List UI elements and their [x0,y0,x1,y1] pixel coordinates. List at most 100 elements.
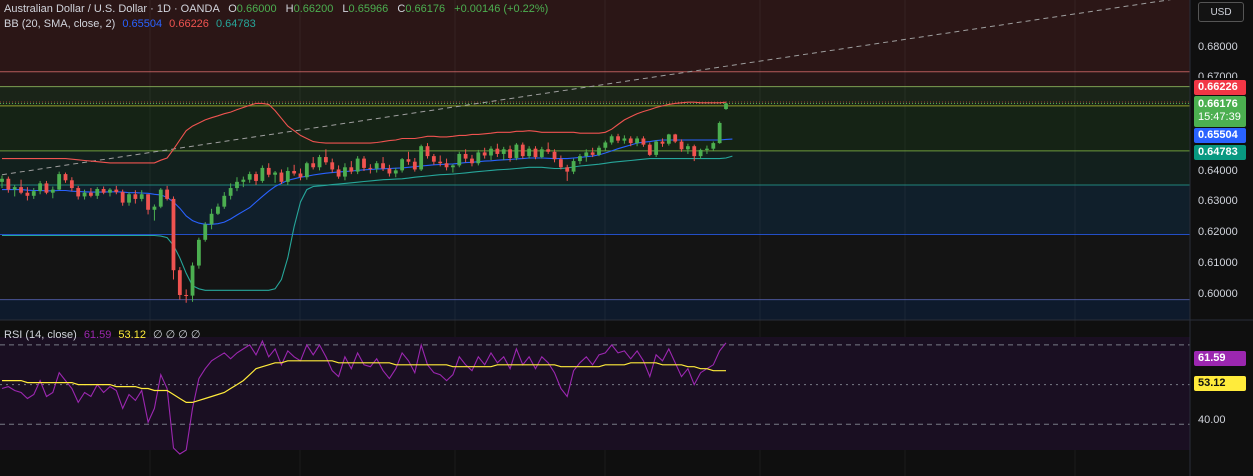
candle-body [31,191,36,196]
ohlc-legend: Australian Dollar / U.S. Dollar · 1D · O… [4,2,548,16]
candle-body [501,149,506,154]
candle-body [685,146,690,150]
candle-body [431,156,436,162]
level-band [0,0,1190,72]
price-tick: 0.67000 [1198,71,1238,78]
candle-body [139,194,144,199]
candle-body [724,103,728,109]
rsi-tag: 61.59 [1194,351,1246,366]
candle-body [584,152,589,157]
bb-basis-tag: 0.65504 [1194,128,1246,143]
candle-body [393,170,398,174]
candle-body [177,270,182,295]
candle-body [241,179,246,182]
candle-body [597,147,601,155]
candle-body [279,172,284,182]
open-value: 0.66000 [236,3,277,15]
candle-body [171,198,176,271]
candle-body [323,157,328,163]
rsi-ma-line [2,360,726,403]
candle-body [95,188,100,196]
last-price-tag: 0.66176 15:47:39 [1194,96,1246,127]
candle-body [273,172,277,175]
bb-upper-tag: 0.66226 [1194,80,1246,95]
candle-body [539,149,544,158]
candle-body [374,163,379,169]
candle-body [196,239,201,266]
candle-body [57,174,62,190]
price-tick: 0.62000 [1198,226,1238,238]
candle-body [444,163,449,168]
countdown-timer: 15:47:39 [1198,111,1241,123]
candle-body [254,174,258,181]
candle-body [419,146,424,170]
candle-body [622,138,627,141]
candle-body [101,188,106,193]
close-value: 0.66176 [405,3,446,15]
candle-body [25,192,30,196]
candle-body [133,194,138,199]
candle-body [698,149,703,157]
candle-body [44,183,49,193]
candle-body [12,187,17,190]
rsi-label: RSI (14, close) [4,329,77,341]
bb-basis-value: 0.65504 [122,18,163,30]
candle-body [292,171,297,174]
candle-body [457,153,462,166]
bb-lower-tag: 0.64783 [1194,145,1246,160]
candle-body [76,188,81,197]
candle-body [19,187,23,193]
candle-body [495,148,500,154]
candle-body [304,163,309,178]
candle-body [508,149,512,158]
candle-body [571,161,576,172]
candle-body [343,167,347,177]
rsi-ma-tag: 53.12 [1194,376,1246,391]
rsi-tick: 40.00 [1198,414,1226,426]
candle-body [228,188,233,196]
rsi-legend[interactable]: RSI (14, close) 61.59 53.12 ∅ ∅ ∅ ∅ [4,328,201,342]
candle-body [266,167,271,175]
candle-body [425,146,430,157]
price-tick: 0.64000 [1198,165,1238,177]
candle-body [355,158,360,172]
low-label: L [342,3,349,15]
candle-body [6,178,11,190]
currency-button[interactable]: USD [1198,2,1244,22]
candle-body [641,138,646,145]
level-band [0,299,1190,320]
bb-upper-line [2,101,727,164]
candle-body [660,141,665,144]
candle-body [673,134,678,142]
candle-body [451,165,455,168]
candle-body [336,169,341,177]
candle-body [590,152,595,155]
candle-body [247,174,252,180]
bb-legend[interactable]: BB (20, SMA, close, 2) 0.65504 0.66226 0… [4,17,256,31]
candle-body [482,152,487,156]
trendline [1,0,1172,176]
bb-label: BB (20, SMA, close, 2) [4,18,116,30]
rsi-background [0,337,1190,450]
open-label: O [228,3,237,15]
rsi-value: 61.59 [83,329,112,341]
level-band [0,105,1190,151]
candle-body [209,213,214,225]
candle-body [705,148,709,150]
candle-body [0,178,4,182]
rsi-ma-value: 53.12 [118,329,146,341]
price-tick: 0.60000 [1198,288,1238,300]
candle-body [406,159,411,162]
candle-body [368,167,373,169]
candle-body [89,192,93,196]
candle-body [50,189,55,193]
candle-body [692,146,697,157]
candle-body [616,136,620,141]
candle-body [235,181,239,189]
symbol-title[interactable]: Australian Dollar / U.S. Dollar · 1D · O… [4,3,220,15]
candle-body [63,174,68,181]
candle-body [108,189,112,193]
candle-body [203,224,208,240]
level-band [0,71,1190,87]
